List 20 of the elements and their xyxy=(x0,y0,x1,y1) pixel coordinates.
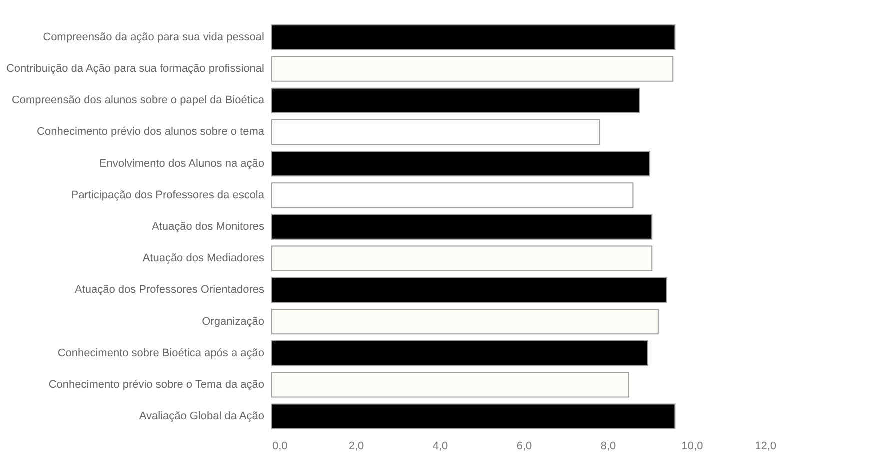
x-tick-label: 12,0 xyxy=(755,440,776,452)
y-tick-label: Participação dos Professores da escola xyxy=(71,189,266,202)
y-tick-label: Conhecimento sobre Bioética após a ação xyxy=(58,347,264,360)
x-tick-label: 0,0 xyxy=(272,440,288,452)
y-tick-label: Atuação dos Mediadores xyxy=(142,252,265,265)
y-tick-label: Compreensão da ação para sua vida pessoal xyxy=(43,31,264,44)
x-tick-label: 4,0 xyxy=(432,440,448,452)
x-tick-label: 10,0 xyxy=(682,440,704,452)
y-tick-label: Conhecimento prévio dos alunos sobre o tema xyxy=(37,126,266,138)
y-tick-label: Compreensão dos alunos sobre o papel da Bioética xyxy=(12,94,266,107)
y-tick-label: Atuação dos Monitores xyxy=(152,221,265,233)
x-tick-label: 2,0 xyxy=(348,440,364,452)
x-tick-label: 6,0 xyxy=(516,440,532,452)
y-tick-label: Atuação dos Professores Orientadores xyxy=(74,284,265,296)
y-tick-label: Avaliação Global da Ação xyxy=(139,410,264,423)
y-tick-label: Contribuição da Ação para sua formação profissional xyxy=(6,63,264,76)
y-tick-label: Conhecimento prévio sobre o Tema da ação xyxy=(48,378,264,391)
y-tick-label: Envolvimento dos Alunos na ação xyxy=(99,158,264,170)
x-tick-label: 8,0 xyxy=(600,440,616,452)
y-tick-label: Organização xyxy=(202,316,264,328)
